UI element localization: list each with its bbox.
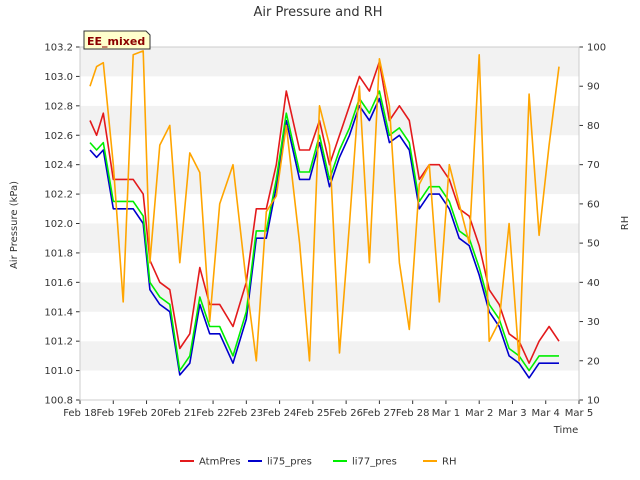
- grid-band: [80, 252, 579, 283]
- x-tick-label: Feb 21: [163, 408, 197, 419]
- x-tick-label: Mar 3: [498, 408, 526, 419]
- legend-label: li77_pres: [352, 457, 397, 468]
- y-tick-label: 103.0: [44, 72, 73, 83]
- grid-band: [80, 311, 579, 342]
- grid-band: [80, 341, 579, 371]
- grid-band: [80, 105, 579, 136]
- grid-band: [80, 223, 579, 253]
- y-tick-label: 102.2: [44, 190, 73, 201]
- series-line-atmpres: [89, 60, 560, 365]
- y-tick-label: 101.4: [44, 307, 73, 318]
- chart-title: Air Pressure and RH: [253, 5, 382, 20]
- x-tick-label: Feb 26: [329, 408, 363, 419]
- x-tick-label: Mar 2: [465, 408, 493, 419]
- axis-ticks: 100.8 101.0 101.2 101.4 101.6 101.8 102.0 102.2…: [44, 43, 606, 420]
- badge-label: EE_mixed: [87, 35, 145, 48]
- grid-band: [80, 194, 579, 224]
- x-tick-label: Feb 20: [130, 408, 164, 419]
- x-tick-label: Feb 22: [196, 408, 230, 419]
- x-tick-label: Feb 23: [230, 408, 264, 419]
- series-line-li77-pres: [89, 90, 559, 372]
- y-tick-label: 101.2: [44, 337, 73, 348]
- y2-tick-label: 90: [587, 82, 600, 93]
- y2-tick-label: 70: [587, 160, 600, 171]
- x-tick-label: Feb 27: [363, 408, 397, 419]
- series-line-li75-pres: [89, 97, 559, 379]
- series-lines: [89, 50, 560, 379]
- x-tick-label: Feb 18: [63, 408, 97, 419]
- x-tick-label: Mar 4: [532, 408, 560, 419]
- badge: EE_mixed: [83, 30, 151, 50]
- y-tick-label: 102.8: [44, 101, 73, 112]
- legend-label: li75_pres: [267, 457, 312, 468]
- legend-label: RH: [442, 457, 456, 468]
- y2-tick-label: 40: [587, 278, 600, 289]
- series-line-rh: [89, 50, 560, 362]
- x-tick-label: Feb 28: [396, 408, 430, 419]
- y-tick-label: 101.6: [44, 278, 73, 289]
- y2-tick-label: 100: [587, 43, 606, 54]
- x-tick-label: Mar 1: [432, 408, 460, 419]
- y2-tick-label: 10: [587, 396, 600, 407]
- legend: AtmPres li75_pres li77_pres RH: [180, 457, 456, 468]
- y2-tick-label: 20: [587, 356, 600, 367]
- y-tick-label: 102.6: [44, 131, 73, 142]
- y-tick-label: 102.0: [44, 219, 73, 230]
- grid-band: [80, 370, 579, 400]
- y-tick-label: 101.0: [44, 366, 73, 377]
- grid-band: [80, 47, 579, 77]
- y-tick-label: 103.2: [44, 43, 73, 54]
- y2-tick-label: 30: [587, 317, 600, 328]
- x-axis-title: Time: [553, 425, 578, 436]
- x-tick-label: Mar 5: [565, 408, 593, 419]
- y2-axis-title: RH: [620, 216, 631, 230]
- y2-tick-label: 80: [587, 121, 600, 132]
- x-tick-label: Feb 24: [263, 408, 297, 419]
- legend-label: AtmPres: [199, 457, 240, 468]
- y-axis-title: Air Pressure (kPa): [9, 181, 20, 269]
- x-tick-label: Feb 19: [96, 408, 130, 419]
- y2-tick-label: 50: [587, 239, 600, 250]
- x-tick-label: Feb 25: [296, 408, 330, 419]
- y-tick-label: 101.8: [44, 248, 73, 259]
- plot-frame: [79, 46, 580, 401]
- plot-background: [80, 47, 579, 400]
- y-tick-label: 100.8: [44, 396, 73, 407]
- y-tick-label: 102.4: [44, 160, 73, 171]
- grid-band: [80, 76, 579, 106]
- y2-tick-label: 60: [587, 199, 600, 210]
